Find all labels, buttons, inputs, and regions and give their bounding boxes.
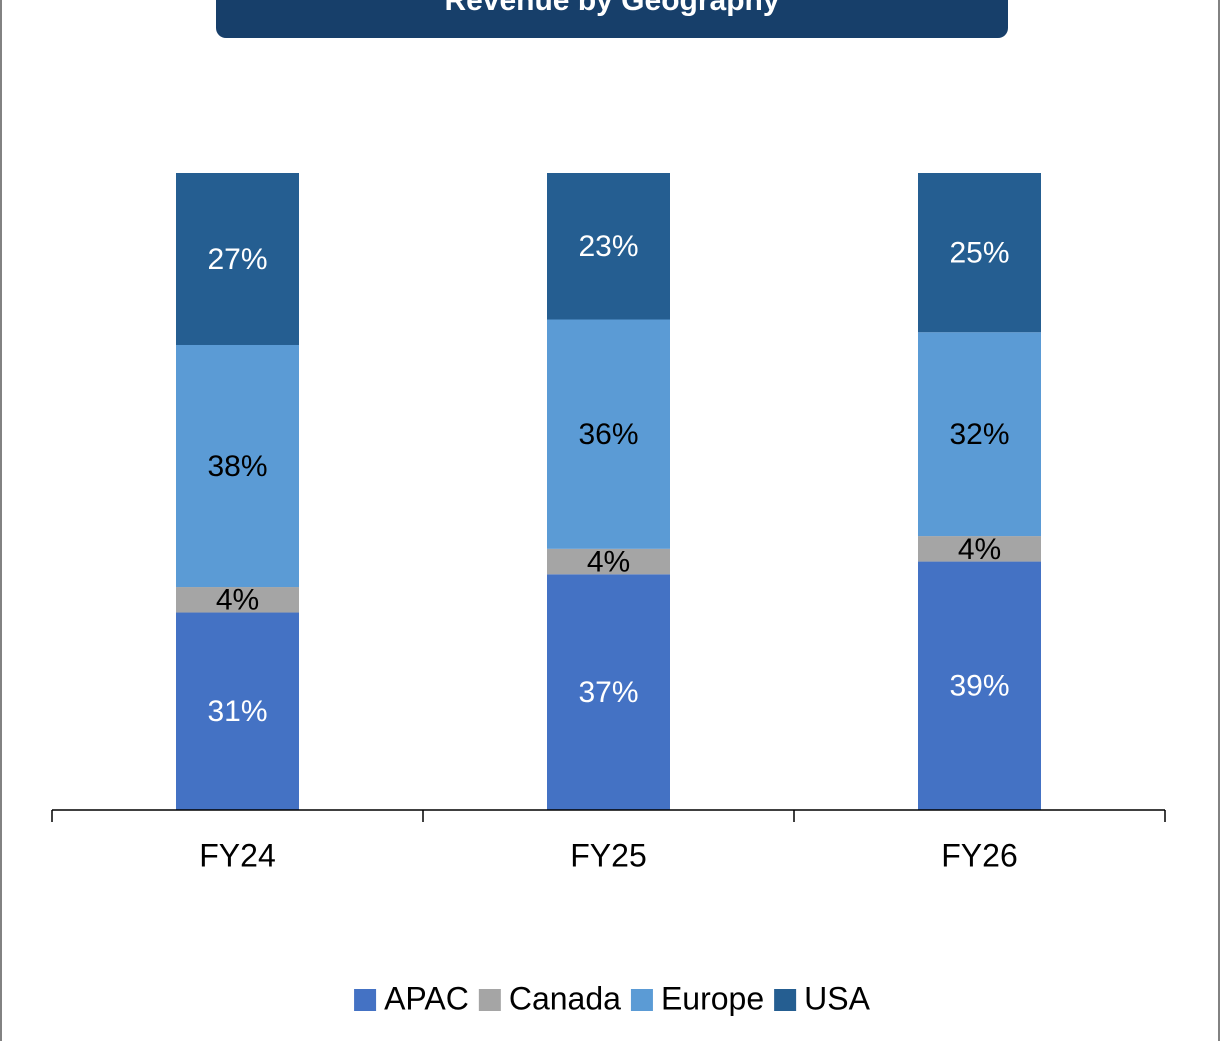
legend-swatch	[478, 989, 501, 1011]
data-label: 36%	[578, 418, 638, 451]
legend-label: USA	[804, 980, 870, 1016]
bar-segment	[918, 332, 1041, 537]
bar-segment	[547, 173, 670, 320]
data-label: 23%	[578, 230, 638, 263]
data-label: 39%	[949, 670, 1009, 703]
bar-segment	[176, 612, 299, 810]
legend-label: APAC	[384, 980, 469, 1016]
data-label: 27%	[207, 243, 267, 276]
data-label: 4%	[587, 545, 630, 578]
title-box	[216, 0, 1008, 38]
data-label: 31%	[207, 695, 267, 728]
bar-segment	[176, 173, 299, 345]
bar-segment	[176, 587, 299, 613]
legend-label: Canada	[509, 980, 621, 1016]
bar-segment	[547, 574, 670, 810]
bar-segment	[547, 548, 670, 575]
data-label: 25%	[949, 237, 1009, 270]
data-label: 32%	[949, 418, 1009, 451]
data-label: 38%	[207, 450, 267, 483]
x-tick-label: FY26	[941, 837, 1017, 873]
bar-segment	[918, 173, 1041, 333]
data-label: 37%	[578, 676, 638, 709]
legend-swatch	[774, 989, 797, 1011]
bar-segment	[176, 344, 299, 588]
legend-swatch	[354, 989, 377, 1011]
legend-swatch	[630, 989, 653, 1011]
x-tick-label: FY25	[570, 837, 646, 873]
bar-segment	[918, 536, 1041, 562]
bar-segment	[547, 319, 670, 549]
bar-segment	[918, 561, 1041, 810]
chart-title: Revenue by Geography	[444, 0, 779, 17]
x-tick-label: FY24	[199, 837, 275, 873]
data-label: 4%	[216, 584, 259, 617]
legend-label: Europe	[661, 980, 764, 1016]
data-label: 4%	[958, 533, 1001, 566]
